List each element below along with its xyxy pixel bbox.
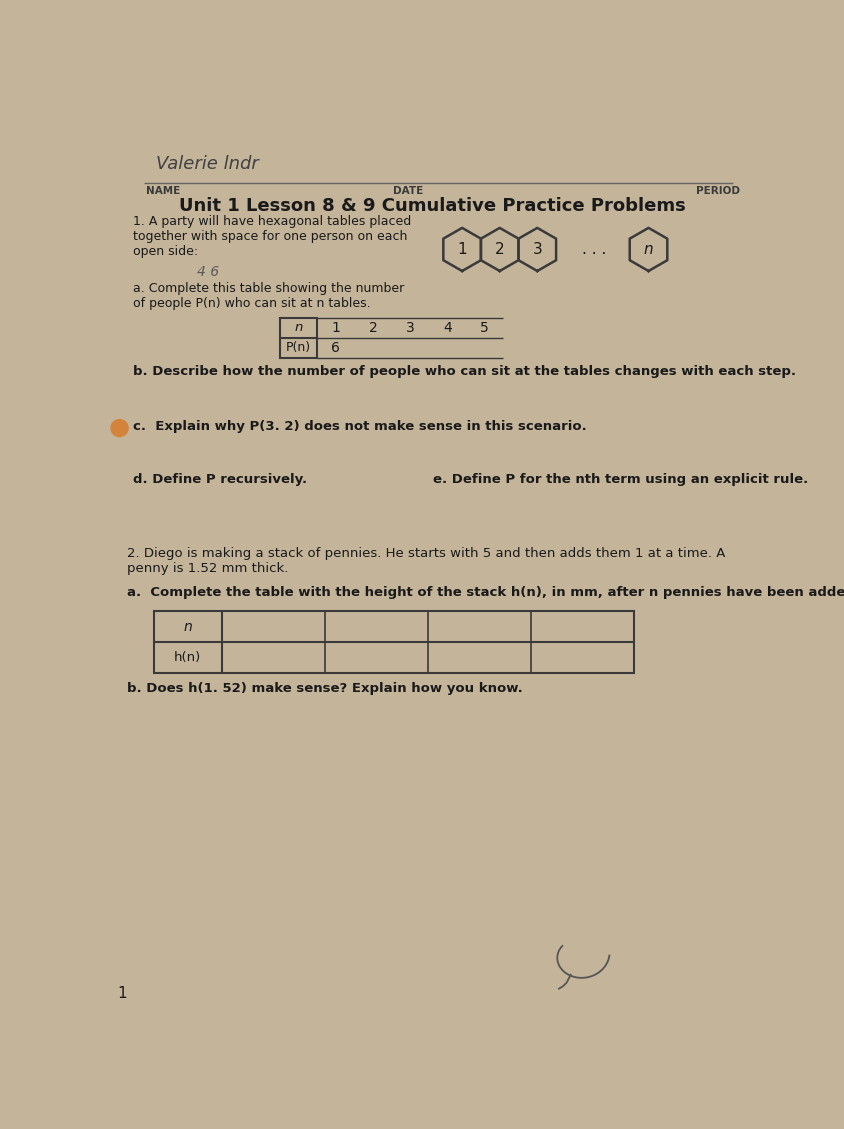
Text: 2: 2 (495, 242, 504, 257)
Text: NAME: NAME (146, 185, 180, 195)
Text: 6: 6 (331, 341, 340, 355)
Text: a. Complete this table showing the number
of people P(n) who can sit at n tables: a. Complete this table showing the numbe… (133, 282, 403, 309)
Text: c.  Explain why P(3. 2) does not make sense in this scenario.: c. Explain why P(3. 2) does not make sen… (133, 420, 586, 434)
Text: 3: 3 (405, 321, 414, 335)
Text: 3: 3 (532, 242, 542, 257)
Text: d. Define P recursively.: d. Define P recursively. (133, 473, 306, 485)
Text: Unit 1 Lesson 8 & 9 Cumulative Practice Problems: Unit 1 Lesson 8 & 9 Cumulative Practice … (179, 198, 685, 216)
Text: 2. Diego is making a stack of pennies. He starts with 5 and then adds them 1 at : 2. Diego is making a stack of pennies. H… (127, 548, 725, 576)
Text: a.  Complete the table with the height of the stack h(n), in mm, after n pennies: a. Complete the table with the height of… (127, 586, 844, 598)
Text: b. Describe how the number of people who can sit at the tables changes with each: b. Describe how the number of people who… (133, 365, 795, 378)
Text: e. Define P for the nth term using an explicit rule.: e. Define P for the nth term using an ex… (432, 473, 807, 485)
Text: 2: 2 (368, 321, 377, 335)
Text: 4: 4 (442, 321, 452, 335)
Text: b. Does h(1. 52) make sense? Explain how you know.: b. Does h(1. 52) make sense? Explain how… (127, 682, 522, 695)
Text: n: n (643, 242, 652, 257)
Text: 1: 1 (457, 242, 467, 257)
Text: n: n (183, 620, 192, 633)
Text: PERIOD: PERIOD (695, 185, 739, 195)
Text: 1. A party will have hexagonal tables placed
together with space for one person : 1. A party will have hexagonal tables pl… (133, 215, 410, 257)
Bar (279, 318, 316, 358)
Text: . . .: . . . (582, 242, 606, 257)
Text: 1: 1 (117, 987, 127, 1001)
Text: h(n): h(n) (174, 651, 201, 664)
Circle shape (111, 420, 128, 437)
Bar (154, 611, 634, 673)
Text: P(n): P(n) (286, 341, 311, 355)
Text: DATE: DATE (392, 185, 423, 195)
Text: 4 6: 4 6 (197, 265, 219, 279)
Text: 5: 5 (479, 321, 489, 335)
Text: Valerie lndr: Valerie lndr (156, 155, 258, 173)
Text: n: n (294, 322, 302, 334)
Text: 1: 1 (331, 321, 340, 335)
